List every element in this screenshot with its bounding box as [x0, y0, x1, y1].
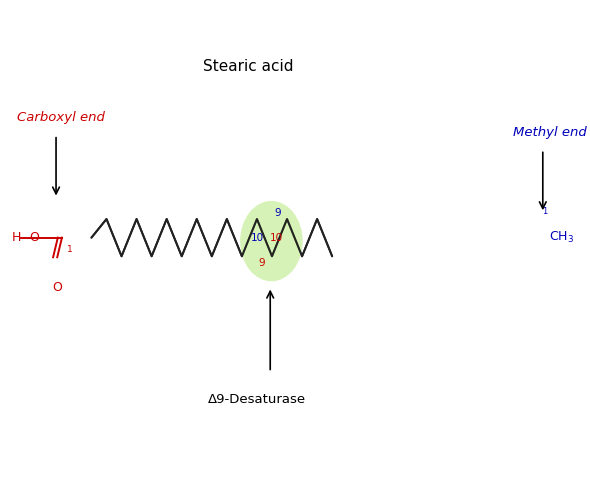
- Text: Stearic acid: Stearic acid: [202, 59, 293, 74]
- Text: H: H: [12, 231, 21, 244]
- Text: 1: 1: [67, 245, 73, 254]
- Text: O: O: [53, 281, 62, 294]
- Text: Carboxyl end: Carboxyl end: [17, 111, 104, 124]
- Text: Δ9-Desaturase: Δ9-Desaturase: [208, 393, 306, 406]
- Text: 10: 10: [270, 233, 283, 243]
- Text: CH$_3$: CH$_3$: [549, 230, 574, 245]
- Text: 1: 1: [542, 207, 548, 216]
- Text: 9: 9: [274, 208, 281, 218]
- Text: Methyl end: Methyl end: [513, 126, 587, 139]
- Ellipse shape: [240, 201, 303, 281]
- Text: 10: 10: [251, 233, 264, 243]
- Text: 9: 9: [258, 258, 266, 268]
- Text: O: O: [30, 231, 39, 244]
